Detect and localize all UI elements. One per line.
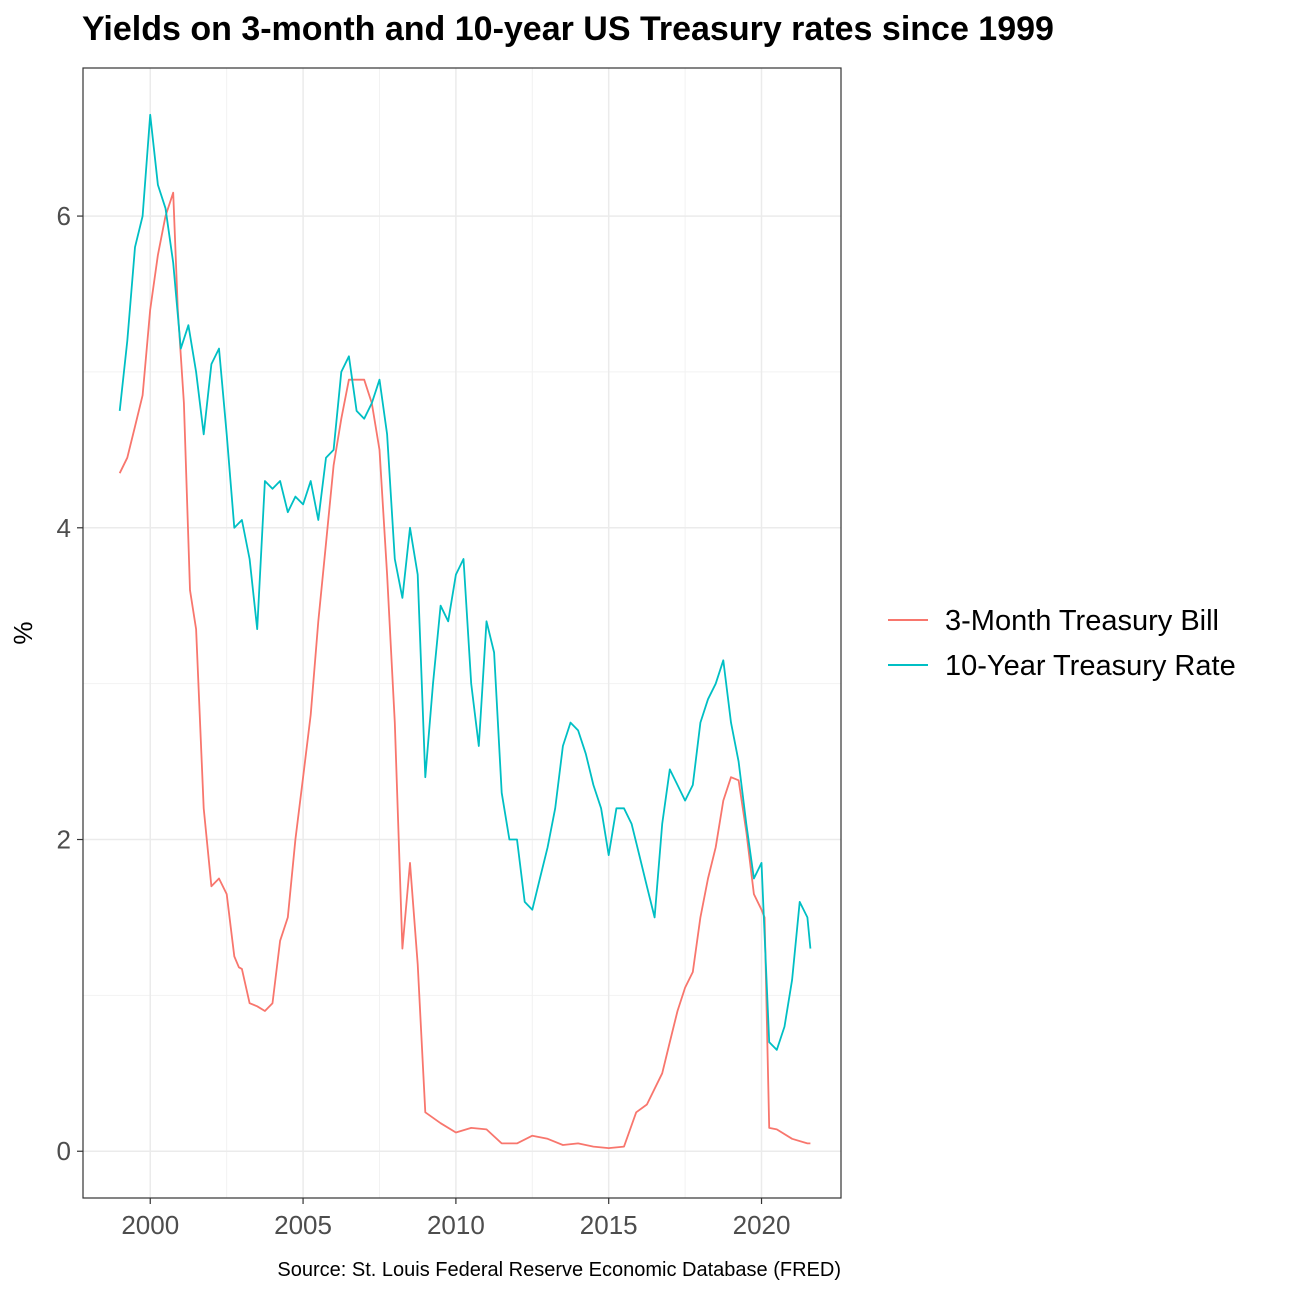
y-tick-label: 6 <box>57 201 71 231</box>
plot-panel-border <box>82 67 842 1199</box>
x-tick-label: 2005 <box>274 1210 332 1240</box>
y-axis-title: % <box>8 621 38 644</box>
series-lines <box>118 113 812 1149</box>
y-tick-label: 4 <box>57 513 71 543</box>
grid-lines <box>83 68 841 1198</box>
chart-title: Yields on 3-month and 10-year US Treasur… <box>82 10 1054 48</box>
legend-label-1: 3-Month Treasury Bill <box>945 605 1219 637</box>
x-tick-label: 2000 <box>121 1210 179 1240</box>
y-tick-label: 2 <box>57 825 71 855</box>
series-line-2 <box>118 113 812 1051</box>
x-tick-label: 2010 <box>427 1210 485 1240</box>
legend: 3-Month Treasury Bill 10-Year Treasury Ra… <box>888 605 1236 682</box>
series-line-1 <box>118 191 811 1149</box>
x-tick-label: 2015 <box>580 1210 638 1240</box>
legend-label-2: 10-Year Treasury Rate <box>945 650 1236 682</box>
axes: 2000 2005 2010 2015 2020 0 2 4 6 <box>57 201 791 1240</box>
y-tick-label: 0 <box>57 1136 71 1166</box>
source-caption: Source: St. Louis Federal Reserve Econom… <box>277 1259 841 1281</box>
x-tick-label: 2020 <box>733 1210 791 1240</box>
